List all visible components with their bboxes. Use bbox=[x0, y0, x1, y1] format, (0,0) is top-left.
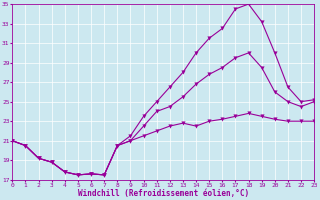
X-axis label: Windchill (Refroidissement éolien,°C): Windchill (Refroidissement éolien,°C) bbox=[78, 189, 249, 198]
